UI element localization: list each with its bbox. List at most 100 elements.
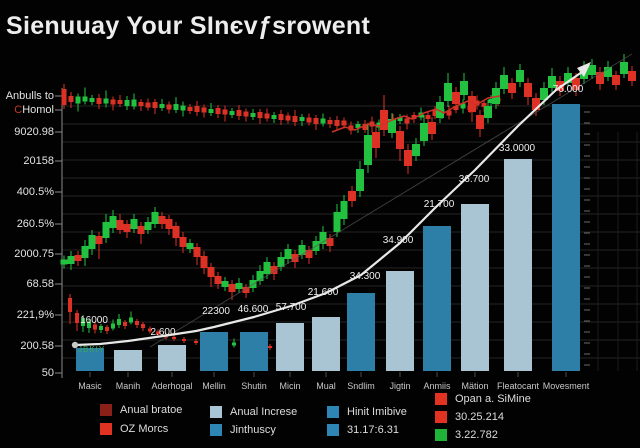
candle-body [516,70,524,82]
candle-body [68,298,72,312]
candle-body [334,120,340,126]
secondary-trend-line [149,53,633,348]
candle-body [299,117,305,121]
x-axis-label: Aderhogal [151,381,193,391]
candle-body [484,106,492,118]
candle-body [263,262,271,274]
candle-body [124,100,130,106]
legend-label: Hinit Imibive [347,406,407,418]
candle-body [306,117,312,123]
candle-body [187,107,193,111]
candle-body [68,96,74,102]
x-axis-label: Anmiis [423,381,451,391]
candle-body [285,115,291,121]
candle-body [452,92,460,104]
y-axis-label: 260.5% [16,218,54,230]
x-axis-label: Movesment [542,381,590,391]
legend-label: 3.22.782 [455,429,498,441]
candle-body [291,254,299,262]
candle-body [200,256,208,268]
x-axis-label: Manih [115,381,141,391]
y-axis-label: 20158 [23,155,54,167]
candle-body [508,83,516,93]
candle-body [111,323,115,329]
bar [158,345,186,371]
candle-body [215,108,221,114]
legend-item: 30.25.214 [435,411,504,423]
bar-value-label: 16000 [80,315,108,326]
candle-body [222,109,228,115]
candle-body [172,337,176,339]
candle-body [404,150,412,166]
candle-body [141,324,145,328]
bar [200,332,228,371]
candle-body [173,104,179,110]
candle-body [425,115,431,119]
bar [276,323,304,371]
legend-swatch-icon [435,411,447,423]
candle-body [148,328,152,332]
candle-body [89,98,95,102]
y-axis-label: 9020.98 [14,126,54,138]
bar [461,204,489,371]
trend-arrow-icon [577,62,591,77]
legend-item: 31.17:6.31 [327,424,399,436]
bar-value-label: 2.600 [150,327,175,338]
candle-body [123,322,127,326]
candle-body [320,118,326,124]
legend-swatch-icon [100,423,112,435]
candle-body [284,249,292,259]
candle-body [102,222,110,238]
candle-body [75,313,79,323]
bar-value-label: 34.900 [383,235,414,246]
candle-body [144,222,152,230]
candle-body [524,83,532,97]
candle-body [326,238,334,246]
moving-average-line [331,95,501,133]
candle-body [348,191,356,201]
y-axis-label: Anbulls to [5,90,54,102]
candle-body [131,99,137,107]
legend-item: Opan a. SiMine [435,393,531,405]
candle-body [129,317,133,323]
candle-body [604,67,612,77]
legend-label: Opan a. SiMine [455,393,531,405]
candle-body [341,120,347,126]
legend-label: Anual bratoe [120,404,183,416]
candle-body [96,98,102,104]
candle-body [388,119,396,133]
page-title: Sienuuay Your SInєvƒsrowent [6,12,371,40]
legend-item: Anual Increse [210,406,297,418]
candle-body [243,111,249,117]
candle-body [81,246,89,258]
candle-body [277,257,285,267]
y-axis-label: 2000.75 [14,248,54,260]
candle-body [348,125,354,131]
legend-item: Anual bratoe [100,404,182,416]
candle-body [270,266,278,274]
candle-body [596,72,604,84]
candle-body [540,88,548,100]
candle-body [327,120,333,124]
candle-body [74,255,82,261]
bar [312,317,340,371]
candle-body [333,212,341,232]
candle-body [372,132,380,148]
x-axis-label: Jigtin [389,381,411,391]
y-axis-label: 400.5% [16,186,54,198]
bar-value-label: 33.0000 [499,143,536,154]
candle-body [460,103,466,109]
candle-body [228,284,236,292]
candle-body [87,322,91,328]
candle-body [460,81,468,95]
legend-item: Hinit Imibive [327,406,407,418]
candle-body [110,99,116,105]
candle-body [67,256,75,264]
candle-body [93,324,97,330]
candle-body [165,219,173,229]
candle-body [313,118,319,124]
candle-body [95,236,103,244]
x-axis-label: Mätion [461,381,489,391]
bar [423,226,451,371]
